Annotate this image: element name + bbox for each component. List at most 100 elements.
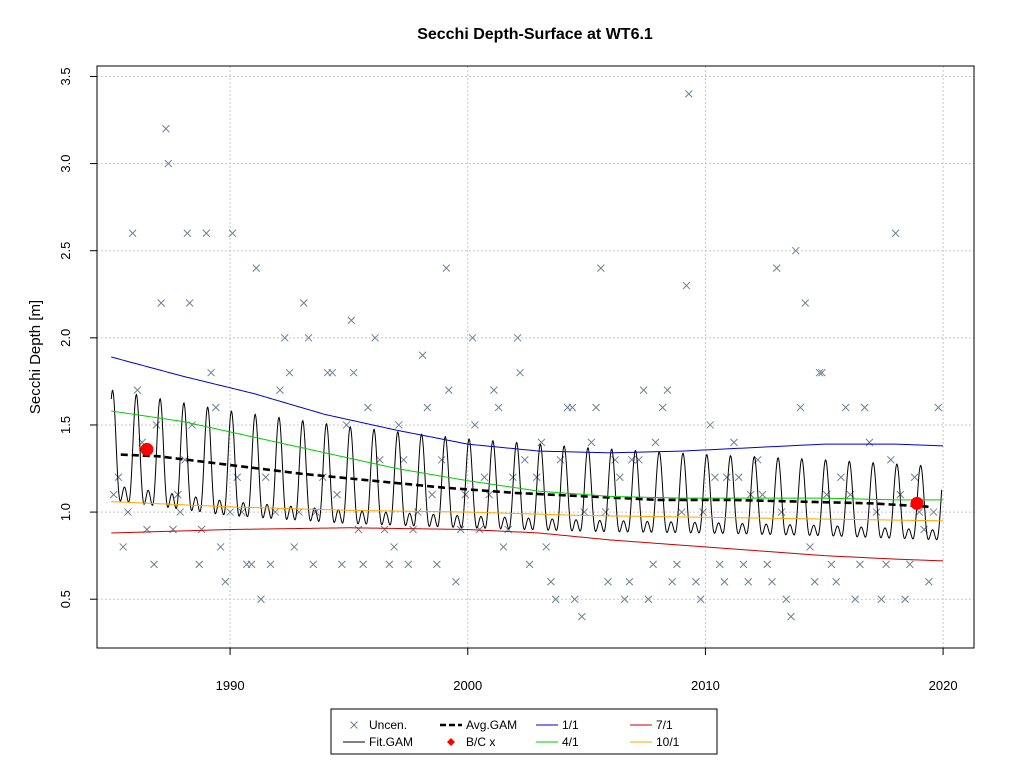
observation-marker xyxy=(677,508,686,516)
observation-marker xyxy=(658,403,667,412)
observation-marker xyxy=(385,560,394,569)
observation-marker xyxy=(570,595,579,604)
observation-marker xyxy=(696,595,705,604)
legend-box xyxy=(330,708,718,755)
legend-label: 7/1 xyxy=(656,718,673,732)
observation-marker xyxy=(516,368,524,377)
y-tick-label: 0.5 xyxy=(58,590,73,608)
observation-marker xyxy=(568,403,577,412)
observation-marker xyxy=(796,403,805,412)
observation-marker xyxy=(551,595,560,604)
observation-markers xyxy=(109,90,943,621)
observation-marker xyxy=(592,403,600,412)
observation-marker xyxy=(280,333,289,342)
observation-marker xyxy=(601,508,610,516)
observation-marker xyxy=(480,473,489,482)
observation-marker xyxy=(580,508,589,516)
observation-marker xyxy=(304,333,313,342)
observation-marker xyxy=(257,595,265,604)
observation-marker xyxy=(772,264,781,272)
observation-marker xyxy=(276,386,284,394)
observation-marker xyxy=(333,490,341,499)
observation-marker xyxy=(114,473,123,482)
observation-marker xyxy=(409,525,417,534)
observation-marker xyxy=(211,403,220,412)
observation-marker xyxy=(547,577,555,586)
observation-marker xyxy=(525,560,534,569)
series-avg-gam xyxy=(120,453,932,509)
observation-marker xyxy=(744,577,753,586)
legend-label: 1/1 xyxy=(562,718,579,732)
observation-marker xyxy=(390,543,398,551)
observation-marker xyxy=(354,525,363,534)
observation-marker xyxy=(673,560,681,569)
observation-marker xyxy=(380,525,389,534)
series-lines xyxy=(110,356,944,562)
observation-marker xyxy=(587,438,596,447)
legend-item: 7/1 xyxy=(630,718,673,732)
observation-marker xyxy=(604,577,612,586)
observation-marker xyxy=(832,577,841,586)
observation-marker xyxy=(639,386,648,394)
observation-marker xyxy=(758,490,767,499)
observation-marker xyxy=(133,386,142,394)
observation-marker xyxy=(649,560,657,569)
observation-marker xyxy=(299,299,308,307)
observation-marker xyxy=(644,595,653,604)
observation-marker xyxy=(891,229,900,238)
observation-marker xyxy=(699,508,707,516)
observation-marker xyxy=(359,560,368,569)
observation-marker xyxy=(837,473,845,482)
observation-marker xyxy=(444,386,453,394)
observation-marker xyxy=(437,455,446,464)
observation-marker xyxy=(924,577,933,586)
observation-marker xyxy=(520,455,529,464)
observation-marker xyxy=(152,421,161,429)
legend-item: Uncen. xyxy=(350,718,407,732)
legend-item: 4/1 xyxy=(536,735,579,749)
observation-marker xyxy=(577,612,586,621)
observation-marker xyxy=(810,577,819,586)
series-10-1 xyxy=(111,501,944,522)
observation-marker xyxy=(856,560,864,569)
observation-marker xyxy=(734,473,743,482)
legend-item: B/C x xyxy=(447,735,495,749)
observation-marker xyxy=(183,229,192,238)
observation-marker xyxy=(442,264,451,272)
observation-marker xyxy=(349,368,358,377)
observation-marker xyxy=(461,490,470,499)
observation-marker xyxy=(490,386,498,394)
legend-label: Avg.GAM xyxy=(466,718,517,732)
y-axis-label: Secchi Depth [m] xyxy=(27,300,44,414)
observation-marker xyxy=(827,560,836,569)
series-1-1 xyxy=(111,356,944,454)
observation-marker xyxy=(252,264,261,272)
legend-x-symbol xyxy=(350,721,358,729)
axes: 1990 2000 2010 2020 0.5 1.0 1.5 2.0 2.5 3.0 3.5 xyxy=(58,65,975,693)
legend-label: Uncen. xyxy=(369,718,407,732)
observation-marker xyxy=(882,560,890,569)
x-tick-label: 1990 xyxy=(216,678,245,693)
legend-label: 4/1 xyxy=(562,735,579,749)
observation-marker xyxy=(404,560,413,569)
observation-marker xyxy=(128,229,137,238)
observation-marker xyxy=(537,438,546,447)
observation-marker xyxy=(625,577,634,586)
observation-marker xyxy=(150,560,158,569)
observation-marker xyxy=(499,543,508,551)
series-4-1 xyxy=(111,410,944,501)
observation-marker xyxy=(285,368,294,377)
observation-marker xyxy=(423,403,432,412)
observation-marker xyxy=(532,473,541,482)
observation-marker xyxy=(221,577,230,586)
observation-marker xyxy=(364,403,372,412)
observation-marker xyxy=(860,403,869,412)
observation-marker xyxy=(801,299,810,307)
observation-marker xyxy=(720,577,729,586)
observation-marker xyxy=(228,229,237,238)
observation-marker xyxy=(905,560,914,569)
observation-marker xyxy=(841,403,850,412)
observation-marker xyxy=(787,612,795,621)
observation-marker xyxy=(782,595,791,604)
legend: Uncen. Fit.GAM Avg.GAM B/C x 1/1 4/1 7/1 10/1 xyxy=(330,708,718,755)
